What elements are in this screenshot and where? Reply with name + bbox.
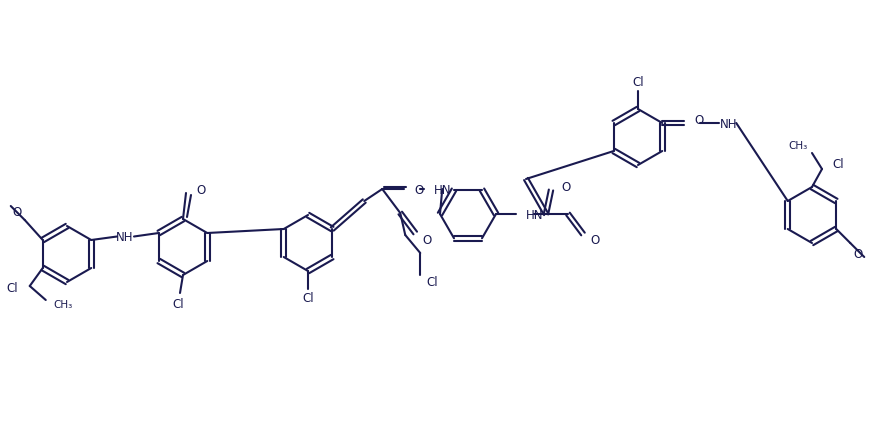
Text: Cl: Cl bbox=[632, 75, 643, 88]
Text: Cl: Cl bbox=[303, 292, 314, 305]
Text: O: O bbox=[12, 205, 21, 218]
Text: Cl: Cl bbox=[6, 282, 18, 295]
Text: CH₃: CH₃ bbox=[53, 299, 73, 309]
Text: O: O bbox=[854, 247, 862, 260]
Text: Cl: Cl bbox=[426, 275, 438, 288]
Text: O: O bbox=[561, 180, 570, 193]
Text: NH: NH bbox=[117, 230, 134, 243]
Text: O: O bbox=[694, 113, 703, 126]
Text: O: O bbox=[590, 234, 599, 247]
Text: O: O bbox=[414, 183, 424, 196]
Text: NH: NH bbox=[719, 117, 737, 130]
Text: O: O bbox=[196, 183, 206, 196]
Text: CH₃: CH₃ bbox=[789, 141, 808, 150]
Text: O: O bbox=[422, 234, 432, 247]
Text: Cl: Cl bbox=[832, 157, 844, 170]
Text: HN: HN bbox=[434, 183, 452, 196]
Text: HN: HN bbox=[526, 208, 544, 221]
Text: Cl: Cl bbox=[172, 297, 184, 310]
